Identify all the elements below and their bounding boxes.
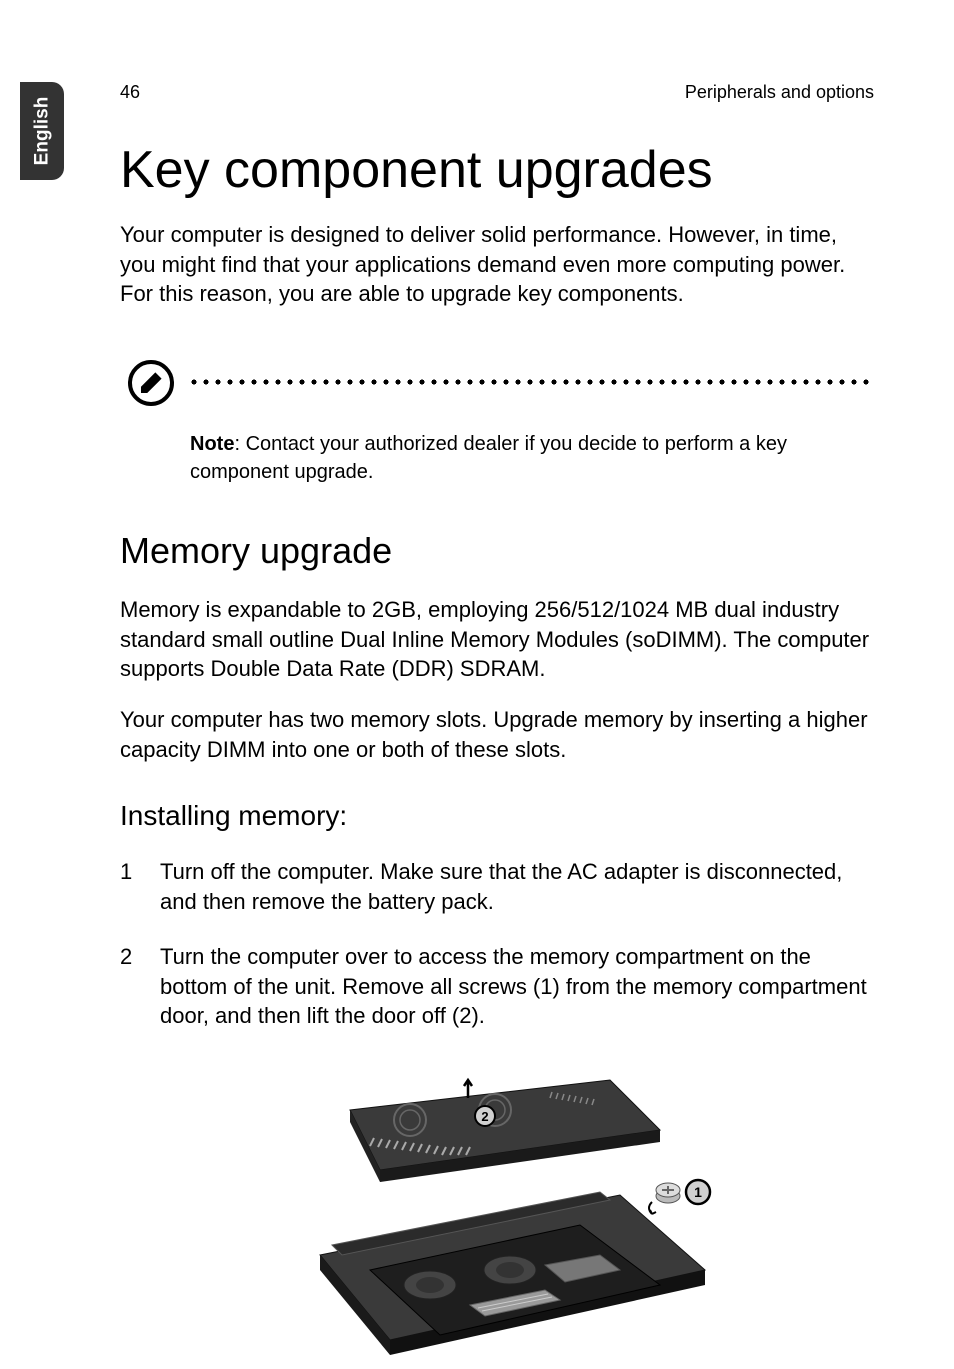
note-body: : Contact your authorized dealer if you … (190, 433, 787, 483)
page-number: 46 (120, 82, 140, 103)
step-number: 2 (120, 942, 160, 1031)
memory-heading: Memory upgrade (120, 530, 392, 572)
dotted-separator (188, 378, 874, 386)
install-heading: Installing memory: (120, 800, 347, 832)
language-tab: English (20, 82, 64, 180)
page-title: Key component upgrades (120, 140, 713, 200)
pencil-note-icon (128, 360, 174, 406)
callout-1: 1 (694, 1184, 702, 1200)
note-text: Note: Contact your authorized dealer if … (190, 430, 874, 486)
step-number: 1 (120, 857, 160, 916)
memory-paragraph-1: Memory is expandable to 2GB, employing 2… (120, 595, 874, 684)
language-tab-label: English (31, 97, 53, 166)
section-title: Peripherals and options (685, 82, 874, 103)
step-text: Turn off the computer. Make sure that th… (160, 857, 874, 916)
list-item: 1 Turn off the computer. Make sure that … (120, 857, 874, 916)
laptop-memory-figure: 2 (270, 1060, 730, 1360)
intro-paragraph: Your computer is designed to deliver sol… (120, 220, 874, 309)
list-item: 2 Turn the computer over to access the m… (120, 942, 874, 1031)
note-label: Note (190, 433, 234, 455)
page-header: 46 Peripherals and options (120, 82, 874, 103)
memory-paragraph-2: Your computer has two memory slots. Upgr… (120, 705, 874, 764)
callout-2: 2 (481, 1109, 488, 1124)
step-text: Turn the computer over to access the mem… (160, 942, 874, 1031)
